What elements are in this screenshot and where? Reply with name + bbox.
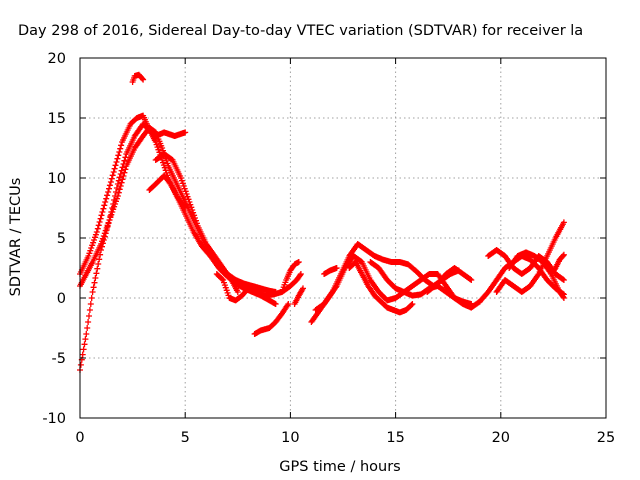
y-tick-label: 15 <box>48 111 66 127</box>
x-tick-label: 0 <box>75 430 84 446</box>
marker-points <box>346 259 416 316</box>
marker-points <box>321 265 340 277</box>
x-axis-label: GPS time / hours <box>279 459 400 475</box>
y-axis-label: SDTVAR / TECUs <box>8 178 24 297</box>
series-track-6 <box>152 151 241 295</box>
plot-frame <box>79 57 607 419</box>
series-track-8 <box>279 259 302 295</box>
marker-points <box>548 251 567 277</box>
grid <box>80 58 606 418</box>
y-tick-label: 0 <box>57 291 66 307</box>
marker-points <box>493 219 567 295</box>
series-track-5 <box>146 172 189 211</box>
chart-title: Day 298 of 2016, Sidereal Day-to-day VTE… <box>18 23 583 39</box>
marker-points <box>251 301 292 337</box>
series-track-13 <box>346 259 416 316</box>
marker-points <box>146 172 189 211</box>
x-tick-label: 10 <box>281 430 299 446</box>
x-tick-label: 5 <box>181 430 190 446</box>
series-track-14 <box>321 265 340 277</box>
marker-points <box>506 249 567 301</box>
series-track-16 <box>424 265 475 295</box>
series-track-10 <box>291 285 306 307</box>
marker-points <box>152 151 241 295</box>
series-track-9 <box>251 301 292 337</box>
y-axis-ticks: -10 -5 0 5 10 15 20 <box>42 51 606 427</box>
series-track-21 <box>548 251 567 277</box>
y-tick-label: -10 <box>42 411 66 427</box>
series-track-20 <box>506 249 567 301</box>
marker-points <box>279 259 302 295</box>
marker-points <box>291 285 306 307</box>
y-tick-label: -5 <box>52 351 66 367</box>
data-markers <box>77 71 567 373</box>
series-track-2 <box>77 124 279 307</box>
marker-points <box>129 71 147 85</box>
x-tick-label: 20 <box>492 430 510 446</box>
x-tick-label: 15 <box>386 430 404 446</box>
x-tick-label: 25 <box>597 430 615 446</box>
y-tick-label: 20 <box>48 51 66 67</box>
y-tick-label: 10 <box>48 171 66 187</box>
series-track-19 <box>493 219 567 295</box>
y-tick-label: 5 <box>57 231 66 247</box>
marker-points <box>424 265 475 295</box>
series-track-4 <box>129 71 147 85</box>
marker-points <box>77 124 279 307</box>
x-axis-ticks: 0 5 10 15 20 25 <box>75 58 615 446</box>
marker-points <box>77 121 279 373</box>
series-track-1 <box>77 121 279 373</box>
